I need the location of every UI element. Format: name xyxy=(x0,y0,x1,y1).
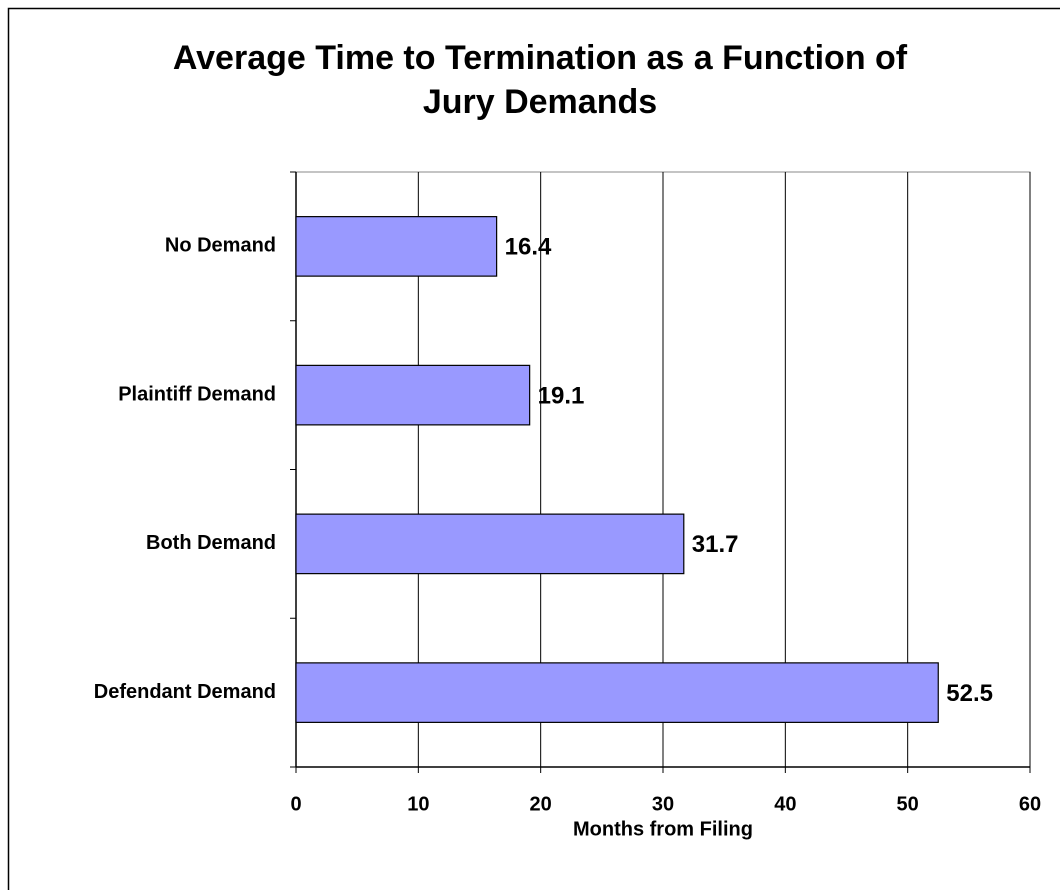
y-tick-label: Plaintiff Demand xyxy=(118,383,276,405)
data-label: 31.7 xyxy=(692,531,739,558)
x-tick-label: 30 xyxy=(652,793,674,815)
bar xyxy=(295,364,531,426)
y-tick-label: No Demand xyxy=(165,235,276,257)
x-axis-label: Months from Filing xyxy=(573,818,753,840)
data-label: 52.5 xyxy=(946,680,993,707)
x-tick-label: 40 xyxy=(774,793,796,815)
data-label: 19.1 xyxy=(538,382,585,409)
bar xyxy=(295,216,498,277)
data-label: 16.4 xyxy=(505,234,552,261)
bar xyxy=(295,513,685,575)
chart-frame xyxy=(7,7,1060,890)
x-tick-label: 20 xyxy=(530,793,552,815)
x-tick-label: 10 xyxy=(407,793,429,815)
y-tick-label: Both Demand xyxy=(146,532,276,554)
x-tick-label: 0 xyxy=(290,793,301,815)
x-tick-label: 60 xyxy=(1019,793,1041,815)
y-tick-label: Defendant Demand xyxy=(94,681,276,703)
x-tick-label: 50 xyxy=(897,793,919,815)
chart-title: Average Time to Termination as a Functio… xyxy=(172,39,908,121)
bar xyxy=(295,662,939,723)
